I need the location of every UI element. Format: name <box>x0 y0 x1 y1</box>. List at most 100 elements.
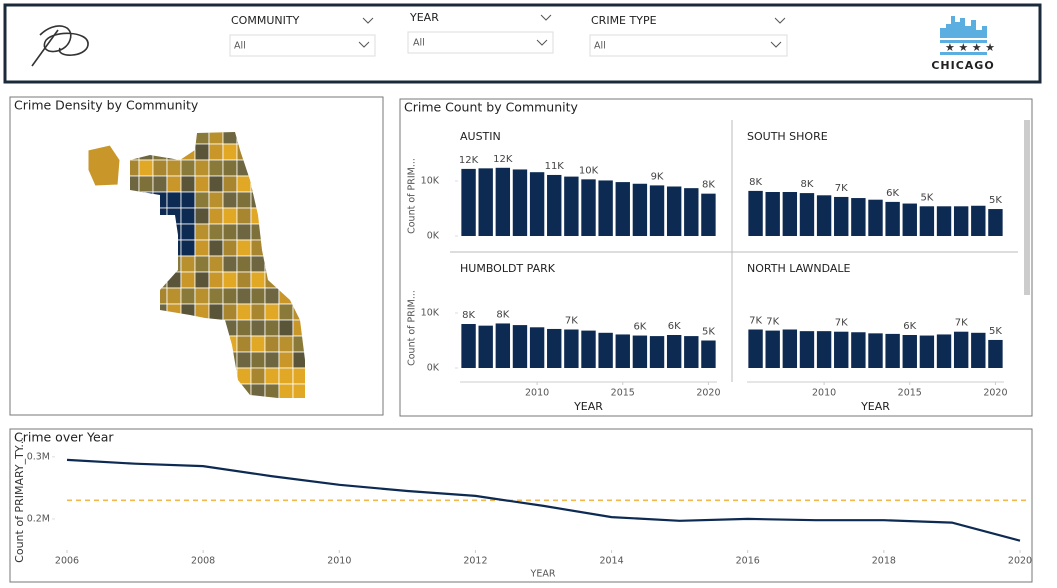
value-label: 5K <box>920 192 933 203</box>
bar <box>632 335 648 368</box>
filter-crime-type[interactable]: CRIME TYPE All <box>589 14 788 57</box>
bar <box>953 206 969 236</box>
bar <box>615 334 630 368</box>
community-area <box>180 175 196 193</box>
value-label: 7K <box>565 316 578 327</box>
panel-title: AUSTIN <box>460 130 501 143</box>
bar <box>666 335 682 368</box>
community-area <box>208 191 224 209</box>
bar <box>512 325 528 368</box>
bar <box>782 192 798 236</box>
community-area <box>236 319 252 337</box>
bar <box>816 195 832 236</box>
svg-text:★ ★ ★ ★: ★ ★ ★ ★ <box>945 41 995 54</box>
community-area <box>208 287 224 305</box>
community-area <box>194 191 210 209</box>
bar <box>598 332 613 368</box>
panel-title: HUMBOLDT PARK <box>460 262 556 275</box>
bar <box>478 325 493 368</box>
x-tick-label: 2020 <box>983 388 1007 399</box>
bar <box>782 329 798 368</box>
community-area <box>180 159 196 177</box>
value-label: 10K <box>579 165 599 176</box>
community-area <box>264 367 280 385</box>
bar <box>834 331 849 368</box>
bar <box>581 179 596 236</box>
community-area <box>264 287 280 305</box>
community-area <box>250 303 266 321</box>
community-area <box>222 191 238 209</box>
community-area <box>222 271 238 289</box>
community-area <box>236 191 252 209</box>
scrollbar[interactable] <box>1024 120 1030 295</box>
community-area <box>264 335 280 353</box>
filter-label: YEAR <box>409 11 439 24</box>
community-area <box>180 223 196 241</box>
line-panel <box>9 428 1033 583</box>
bar <box>799 331 815 368</box>
value-label: 6K <box>903 321 916 332</box>
y-tick-label: 0.3M <box>27 451 50 462</box>
x-tick-label: 2015 <box>611 388 635 399</box>
bar <box>971 205 986 236</box>
community-area <box>208 159 224 177</box>
x-tick-label: 2012 <box>463 556 487 567</box>
y-axis-label: Count of PRIM... <box>407 158 418 234</box>
chevron <box>536 39 548 46</box>
bar <box>632 183 648 236</box>
value-label: 8K <box>496 309 509 320</box>
bar <box>851 198 866 236</box>
dropdown[interactable] <box>407 31 554 54</box>
community-area <box>208 271 224 289</box>
bar <box>701 340 716 368</box>
community-area <box>250 271 266 289</box>
x-tick-label: 2014 <box>599 556 623 567</box>
bar <box>478 168 493 236</box>
bar <box>799 193 815 236</box>
chart-title: Crime over Year <box>14 430 114 445</box>
y-tick-label: 10K <box>421 308 440 319</box>
community-area <box>278 383 294 398</box>
x-tick-label: 2018 <box>872 556 896 567</box>
bar <box>902 335 917 368</box>
community-area <box>236 287 252 305</box>
panel-title: NORTH LAWNDALE <box>747 262 851 275</box>
community-area <box>222 255 238 273</box>
x-tick-label: 2020 <box>1008 556 1032 567</box>
bar <box>834 196 849 236</box>
chevron <box>362 17 374 24</box>
x-tick-label: 2015 <box>898 388 922 399</box>
dropdown[interactable] <box>229 34 376 57</box>
signature-logo <box>31 25 89 67</box>
community-area <box>250 255 266 273</box>
filter-community[interactable]: COMMUNITY All <box>229 14 376 57</box>
chicago-logo: ★ ★ ★ ★ CHICAGO <box>931 16 995 72</box>
community-area <box>264 319 280 337</box>
x-tick-label: 2010 <box>525 388 549 399</box>
community-area <box>194 255 210 273</box>
community-area <box>250 351 266 369</box>
value-label: 11K <box>545 161 565 172</box>
filter-year[interactable]: YEAR All <box>407 11 554 54</box>
community-area <box>264 303 280 321</box>
community-area <box>138 159 154 177</box>
panel-title: SOUTH SHORE <box>747 130 828 143</box>
community-area <box>166 191 182 209</box>
x-tick-label: 2010 <box>327 556 351 567</box>
x-axis-label: YEAR <box>860 400 890 413</box>
community-area <box>236 303 252 321</box>
value-label: 12K <box>459 155 479 166</box>
bar <box>748 329 763 368</box>
y-tick-label: 0.2M <box>27 513 50 524</box>
dropdown[interactable] <box>589 34 788 57</box>
bar <box>684 336 699 368</box>
chevron <box>774 17 786 24</box>
value-label: 6K <box>668 321 681 332</box>
community-area <box>208 143 224 161</box>
value-label: 8K <box>462 310 475 321</box>
x-axis-label: YEAR <box>573 400 603 413</box>
community-area <box>278 319 294 337</box>
community-area <box>236 239 252 257</box>
community-area <box>222 239 238 257</box>
community-area <box>222 223 238 241</box>
